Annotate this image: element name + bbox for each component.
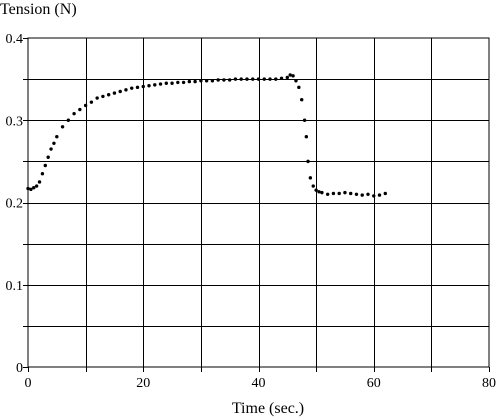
data-point — [153, 83, 157, 87]
data-point — [187, 79, 192, 84]
y-tick-label: 0 — [16, 361, 23, 376]
data-point — [274, 77, 278, 81]
tick-labels: 0 20 40 60 80 0 0.1 0.2 0.3 0.4 — [6, 32, 496, 391]
y-tick-label: 0.1 — [6, 279, 24, 294]
data-point — [176, 80, 180, 85]
data-point — [216, 78, 220, 82]
data-point — [279, 76, 284, 81]
data-point — [40, 172, 45, 176]
y-axis-label: Tension (N) — [0, 1, 77, 18]
data-point — [95, 96, 99, 100]
data-point — [204, 79, 209, 83]
data-point — [251, 77, 255, 81]
x-tick-label: 0 — [25, 376, 32, 391]
data-point — [317, 190, 321, 194]
data-point — [320, 190, 324, 195]
data-point — [245, 77, 249, 81]
data-point — [291, 74, 295, 78]
y-tick-label: 0.2 — [6, 197, 24, 212]
data-series — [26, 73, 387, 198]
data-point — [158, 82, 163, 86]
data-point — [285, 75, 290, 80]
data-point — [256, 77, 261, 81]
data-point — [46, 155, 50, 159]
data-point — [300, 97, 304, 102]
data-point — [170, 81, 174, 85]
data-point — [372, 194, 376, 198]
data-point — [268, 77, 272, 81]
data-point — [366, 192, 370, 196]
data-point — [106, 93, 111, 97]
data-point — [32, 186, 36, 190]
data-point — [383, 191, 387, 196]
data-point — [302, 118, 307, 122]
data-point — [164, 81, 168, 85]
data-point — [210, 79, 215, 83]
data-point — [55, 135, 59, 139]
y-tick-label: 0.3 — [6, 114, 24, 129]
data-point — [304, 135, 309, 139]
data-point — [147, 84, 151, 88]
data-point — [101, 94, 105, 99]
data-point — [118, 89, 122, 94]
data-point — [314, 188, 318, 192]
data-point — [49, 147, 53, 151]
x-tick-label: 40 — [252, 376, 266, 391]
data-point — [124, 88, 128, 92]
data-point — [349, 191, 353, 196]
data-point — [233, 77, 238, 81]
data-point — [222, 78, 226, 82]
data-point — [377, 193, 382, 197]
data-point — [343, 190, 347, 195]
x-tick-label: 20 — [136, 376, 150, 391]
data-point — [354, 192, 359, 196]
x-axis-label: Time (sec.) — [232, 400, 304, 417]
plot-frame — [27, 37, 490, 368]
data-point — [331, 191, 336, 196]
data-point — [72, 111, 76, 116]
data-point — [52, 141, 56, 145]
x-tick-label: 80 — [482, 376, 496, 391]
data-point — [141, 84, 145, 89]
data-point — [193, 79, 197, 84]
data-point — [308, 176, 313, 180]
data-point — [29, 187, 33, 192]
data-point — [297, 85, 301, 90]
data-point — [135, 85, 140, 90]
data-point — [34, 184, 39, 188]
data-point — [89, 100, 94, 104]
data-point — [83, 103, 88, 108]
data-point — [337, 191, 341, 196]
data-point — [306, 159, 310, 164]
data-point — [294, 79, 298, 83]
data-point — [311, 184, 315, 188]
data-point — [288, 73, 292, 77]
data-point — [239, 77, 243, 81]
data-point — [112, 91, 117, 95]
data-point — [37, 180, 42, 184]
data-point — [325, 192, 330, 196]
data-point — [360, 193, 364, 197]
data-point — [66, 118, 71, 122]
axis-ticks — [23, 38, 490, 372]
data-point — [43, 163, 47, 168]
data-point — [227, 78, 232, 82]
data-point — [60, 125, 65, 129]
data-point — [181, 80, 186, 85]
x-tick-label: 60 — [367, 376, 381, 391]
data-point — [130, 86, 134, 90]
data-point — [262, 77, 266, 81]
data-point — [78, 107, 82, 112]
y-tick-label: 0.4 — [6, 32, 24, 47]
data-point — [26, 186, 30, 191]
data-point — [199, 79, 203, 83]
